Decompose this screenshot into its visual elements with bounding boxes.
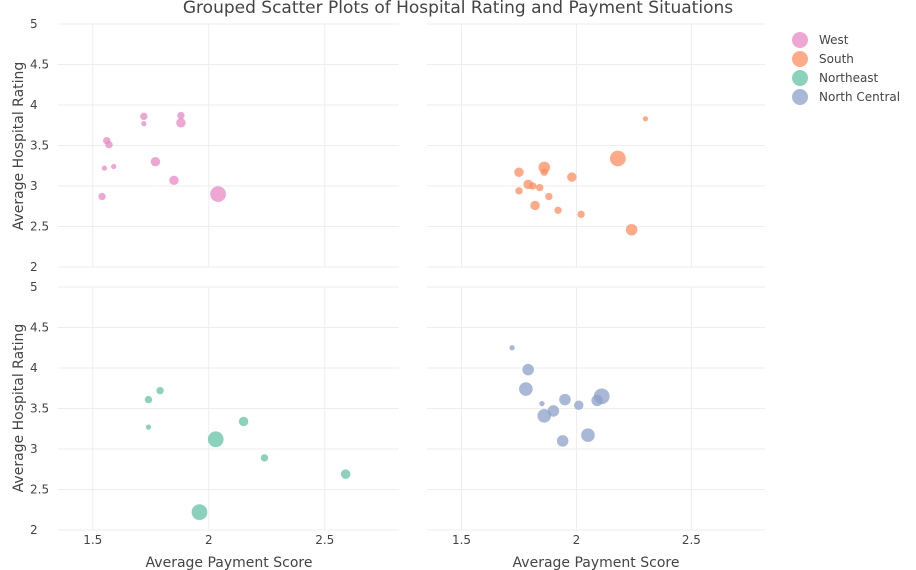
scatter-point[interactable] (101, 165, 108, 171)
legend-item[interactable]: Northeast (792, 70, 879, 86)
scatter-point[interactable] (210, 186, 226, 202)
y-axis-title-bottom: Average Hospital Rating (11, 324, 27, 493)
scatter-point[interactable] (340, 469, 351, 479)
x-axis-title-left: Average Payment Score (146, 555, 313, 570)
scatter-point[interactable] (625, 223, 638, 236)
x-tick-label: 2 (205, 533, 213, 547)
scatter-point[interactable] (540, 168, 548, 176)
scatter-point[interactable] (238, 416, 249, 427)
ticks-layer: 2 2.5 3 3.5 4 4.5 5 2 2.5 3 3.5 4 4.5 5 1.5 2 2.5 1.5 2 2.5 (30, 17, 701, 547)
x-tick-label: 2 (573, 533, 581, 547)
legend-label: South (819, 52, 854, 66)
y-tick-label: 5 (30, 280, 38, 294)
scatter-point[interactable] (535, 183, 544, 192)
scatter-point[interactable] (111, 163, 117, 170)
x-tick-label: 1.5 (83, 533, 102, 547)
y-tick-label: 3.5 (30, 402, 49, 416)
scatter-point[interactable] (545, 192, 553, 201)
y-tick-label: 5 (30, 17, 38, 31)
y-tick-label: 2.5 (30, 220, 49, 234)
legend-marker (792, 32, 808, 48)
scatter-point[interactable] (515, 187, 523, 195)
y-tick-label: 4 (30, 98, 38, 112)
scatter-point[interactable] (514, 167, 524, 177)
scatter-point[interactable] (522, 363, 534, 376)
scatter-point[interactable] (260, 454, 269, 462)
scatter-point[interactable] (150, 156, 161, 167)
scatter-point[interactable] (98, 192, 106, 201)
legend-item[interactable]: South (792, 51, 854, 67)
scatter-point[interactable] (574, 400, 584, 410)
scatter-point[interactable] (609, 150, 626, 167)
legend-item[interactable]: West (792, 32, 849, 48)
chart-title: Grouped Scatter Plots of Hospital Rating… (183, 0, 733, 18)
scatter-point[interactable] (554, 206, 562, 214)
scatter-point[interactable] (509, 345, 515, 351)
y-axis-title-top: Average Hospital Rating (11, 62, 27, 231)
y-tick-label: 4 (30, 361, 38, 375)
legend-item[interactable]: North Central (792, 89, 900, 105)
scatter-point[interactable] (529, 182, 537, 190)
scatter-point[interactable] (140, 112, 148, 121)
y-tick-label: 2 (30, 523, 38, 537)
scatter-point[interactable] (144, 395, 153, 404)
y-tick-label: 3.5 (30, 139, 49, 153)
legend-marker (792, 51, 808, 67)
y-tick-label: 2.5 (30, 483, 49, 497)
scatter-point[interactable] (581, 428, 595, 443)
legend[interactable]: West South Northeast North Central (792, 32, 900, 105)
scatter-point[interactable] (207, 431, 224, 448)
scatter-point[interactable] (567, 172, 577, 182)
scatter-point[interactable] (156, 387, 164, 395)
legend-marker (792, 70, 808, 86)
y-tick-label: 3 (30, 179, 38, 193)
scatter-point[interactable] (141, 121, 147, 127)
scatter-point[interactable] (593, 388, 610, 405)
marks-layer (98, 111, 649, 521)
x-tick-label: 1.5 (452, 533, 471, 547)
legend-marker (792, 89, 808, 105)
scatter-point[interactable] (530, 200, 540, 211)
x-tick-label: 2.5 (682, 533, 701, 547)
scatter-point[interactable] (169, 175, 179, 186)
x-tick-label: 2.5 (315, 533, 334, 547)
scatter-point[interactable] (105, 141, 113, 149)
y-tick-label: 4.5 (30, 321, 49, 335)
scatter-point[interactable] (145, 424, 152, 430)
scatter-point[interactable] (519, 382, 533, 396)
grid-layer (58, 23, 765, 531)
scatter-point[interactable] (556, 435, 569, 447)
y-tick-label: 3 (30, 442, 38, 456)
scatter-point[interactable] (176, 118, 186, 128)
y-tick-label: 4.5 (30, 58, 49, 72)
scatter-point[interactable] (539, 401, 545, 407)
scatter-point[interactable] (191, 504, 208, 521)
y-tick-label: 2 (30, 260, 38, 274)
legend-label: West (819, 33, 849, 47)
scatter-point[interactable] (537, 408, 552, 423)
legend-label: Northeast (819, 71, 879, 85)
legend-label: North Central (819, 90, 900, 104)
scatter-point[interactable] (177, 111, 185, 120)
scatter-point[interactable] (577, 210, 585, 219)
scatter-point[interactable] (547, 405, 560, 417)
scatter-point[interactable] (559, 393, 571, 406)
x-axis-title-right: Average Payment Score (513, 555, 680, 570)
scatter-point[interactable] (642, 116, 649, 122)
